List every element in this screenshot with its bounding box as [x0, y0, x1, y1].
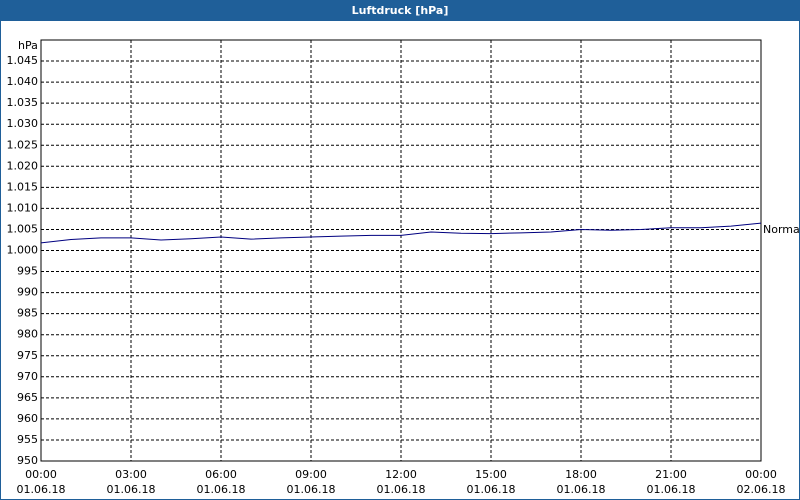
x-tick-label: 15:00	[475, 468, 507, 481]
x-tick-label: 01.06.18	[107, 483, 156, 496]
y-axis-label: hPa	[18, 39, 38, 52]
plot-frame	[40, 39, 762, 462]
x-tick-label: 01.06.18	[197, 483, 246, 496]
x-tick-label: 01.06.18	[467, 483, 516, 496]
series-label: Normal	[763, 223, 800, 236]
y-tick-label: 955	[17, 433, 38, 446]
x-tick-label: 01.06.18	[647, 483, 696, 496]
y-tick-label: 960	[17, 412, 38, 425]
x-tick-label: 03:00	[115, 468, 147, 481]
y-tick-label: 1.015	[7, 180, 39, 193]
y-tick-label: 985	[17, 307, 38, 320]
chart-title: Luftdruck [hPa]	[352, 4, 449, 17]
y-tick-label: 1.025	[7, 138, 39, 151]
y-tick-label: 1.010	[7, 201, 39, 214]
y-tick-label: 1.030	[7, 117, 39, 130]
x-tick-label: 06:00	[205, 468, 237, 481]
x-tick-label: 01.06.18	[17, 483, 66, 496]
y-tick-label: 975	[17, 349, 38, 362]
data-line	[40, 222, 762, 244]
x-tick-label: 21:00	[655, 468, 687, 481]
x-tick-label: 00:00	[745, 468, 777, 481]
y-tick-label: 995	[17, 265, 38, 278]
x-tick-label: 12:00	[385, 468, 417, 481]
y-tick-label: 1.040	[7, 75, 39, 88]
x-tick-label: 01.06.18	[557, 483, 606, 496]
y-tick-label: 970	[17, 370, 38, 383]
y-tick-label: 1.035	[7, 96, 39, 109]
y-tick-label: 1.005	[7, 222, 39, 235]
y-tick-label: 980	[17, 328, 38, 341]
y-tick-label: 1.000	[7, 244, 39, 257]
x-tick-label: 00:00	[25, 468, 57, 481]
title-bar	[0, 0, 800, 21]
x-tick-label: 02.06.18	[737, 483, 786, 496]
x-tick-label: 18:00	[565, 468, 597, 481]
y-tick-label: 1.045	[7, 54, 39, 67]
y-tick-label: 950	[17, 454, 38, 467]
x-tick-label: 01.06.18	[377, 483, 426, 496]
x-tick-label: 09:00	[295, 468, 327, 481]
x-tick-label: 01.06.18	[287, 483, 336, 496]
y-tick-label: 1.020	[7, 159, 39, 172]
y-tick-label: 990	[17, 286, 38, 299]
y-tick-label: 965	[17, 391, 38, 404]
